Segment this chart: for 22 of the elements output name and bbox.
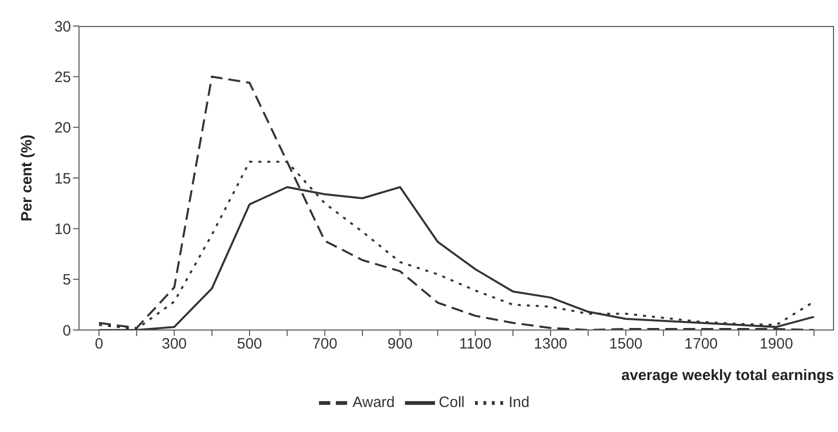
- x-tick-label: 1300: [534, 336, 568, 353]
- legend-label: Ind: [508, 394, 530, 411]
- x-tick-label: 1700: [684, 336, 718, 353]
- x-tick-label: 1100: [459, 336, 492, 353]
- y-tick-label: 0: [62, 322, 71, 340]
- y-tick-label: 15: [54, 170, 71, 188]
- x-tick-label: 1900: [760, 336, 794, 353]
- x-tick-label: 700: [312, 336, 338, 353]
- x-tick-label: 900: [388, 336, 413, 353]
- x-tick-label: 0: [94, 336, 104, 353]
- y-tick-label: 20: [54, 120, 71, 137]
- x-tick-label: 300: [162, 336, 187, 353]
- y-tick-label: 25: [54, 68, 71, 86]
- y-tick-label: 5: [62, 272, 71, 289]
- y-axis-title: Per cent (%): [18, 134, 36, 222]
- y-tick-label: 30: [54, 18, 71, 36]
- legend-label: Coll: [438, 394, 465, 411]
- x-tick-label: 500: [237, 336, 262, 353]
- x-tick-label: 1500: [609, 336, 643, 353]
- legend-label: Award: [352, 394, 395, 411]
- x-axis-title: average weekly total earnings: [621, 367, 834, 384]
- y-tick-label: 10: [54, 220, 71, 238]
